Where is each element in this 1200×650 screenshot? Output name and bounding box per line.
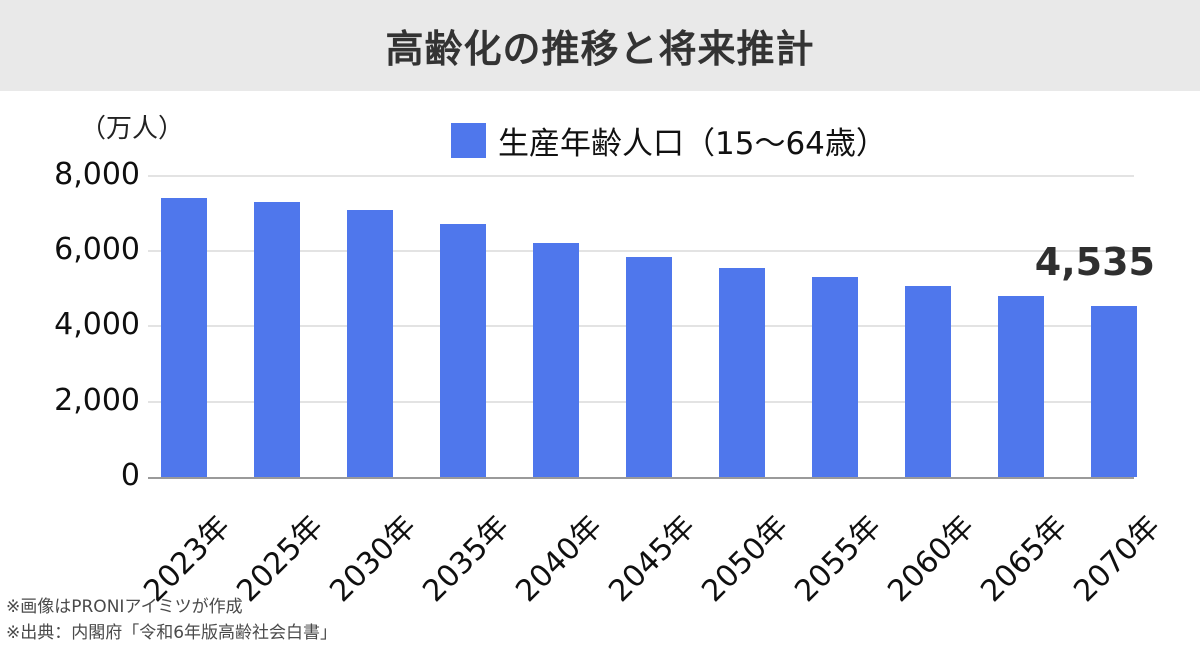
x-tick-label-2060年: 2060年 [880,509,981,610]
x-tick-label-2050年: 2050年 [694,509,795,610]
y-tick-label-0: 0 [120,458,140,494]
header-band: 高齢化の推移と将来推計 [0,0,1200,91]
bar-2040年 [533,242,579,477]
y-tick-label-6,000: 6,000 [54,231,140,267]
bar-2045年 [626,257,672,477]
x-tick-label-2055年: 2055年 [787,509,888,610]
y-tick-label-4,000: 4,000 [54,307,140,343]
x-axis-line [148,477,1134,479]
bar-2025年 [254,201,300,477]
y-tick-label-8,000: 8,000 [54,156,140,192]
footer-credit-line: ※画像はPRONIアイミツが作成 [6,597,243,617]
bar-2030年 [347,210,393,477]
x-tick-label-2040年: 2040年 [508,509,609,610]
bar-2055年 [812,276,858,477]
page-title: 高齢化の推移と将来推計 [385,27,815,71]
legend-label: 生産年齢人口（15～64歳） [498,126,887,162]
bar-2050年 [719,268,765,477]
footer: ※画像はPRONIアイミツが作成 ※出典：内閣府「令和6年版高齢社会白書」 [6,594,337,646]
bar-2065年 [998,295,1044,477]
footer-source-line: ※出典：内閣府「令和6年版高齢社会白書」 [6,623,338,643]
gridline-8,000 [148,174,1134,177]
bar-2070年 [1091,306,1137,477]
bar-2023年 [161,198,207,477]
legend-swatch-icon [451,123,486,158]
bar-2060年 [905,285,951,477]
gridline-6,000 [148,249,1134,252]
legend: 生産年齢人口（15～64歳） [451,118,887,163]
x-tick-label-2045年: 2045年 [601,509,702,610]
x-tick-label-2065年: 2065年 [973,509,1074,610]
y-tick-label-2,000: 2,000 [54,382,140,418]
y-axis-unit-label: （万人） [80,114,185,144]
bar-2035年 [440,223,486,477]
x-tick-label-2035年: 2035年 [415,509,516,610]
value-annotation-2070: 4,535 [1034,240,1155,284]
x-tick-label-2070年: 2070年 [1066,509,1167,610]
